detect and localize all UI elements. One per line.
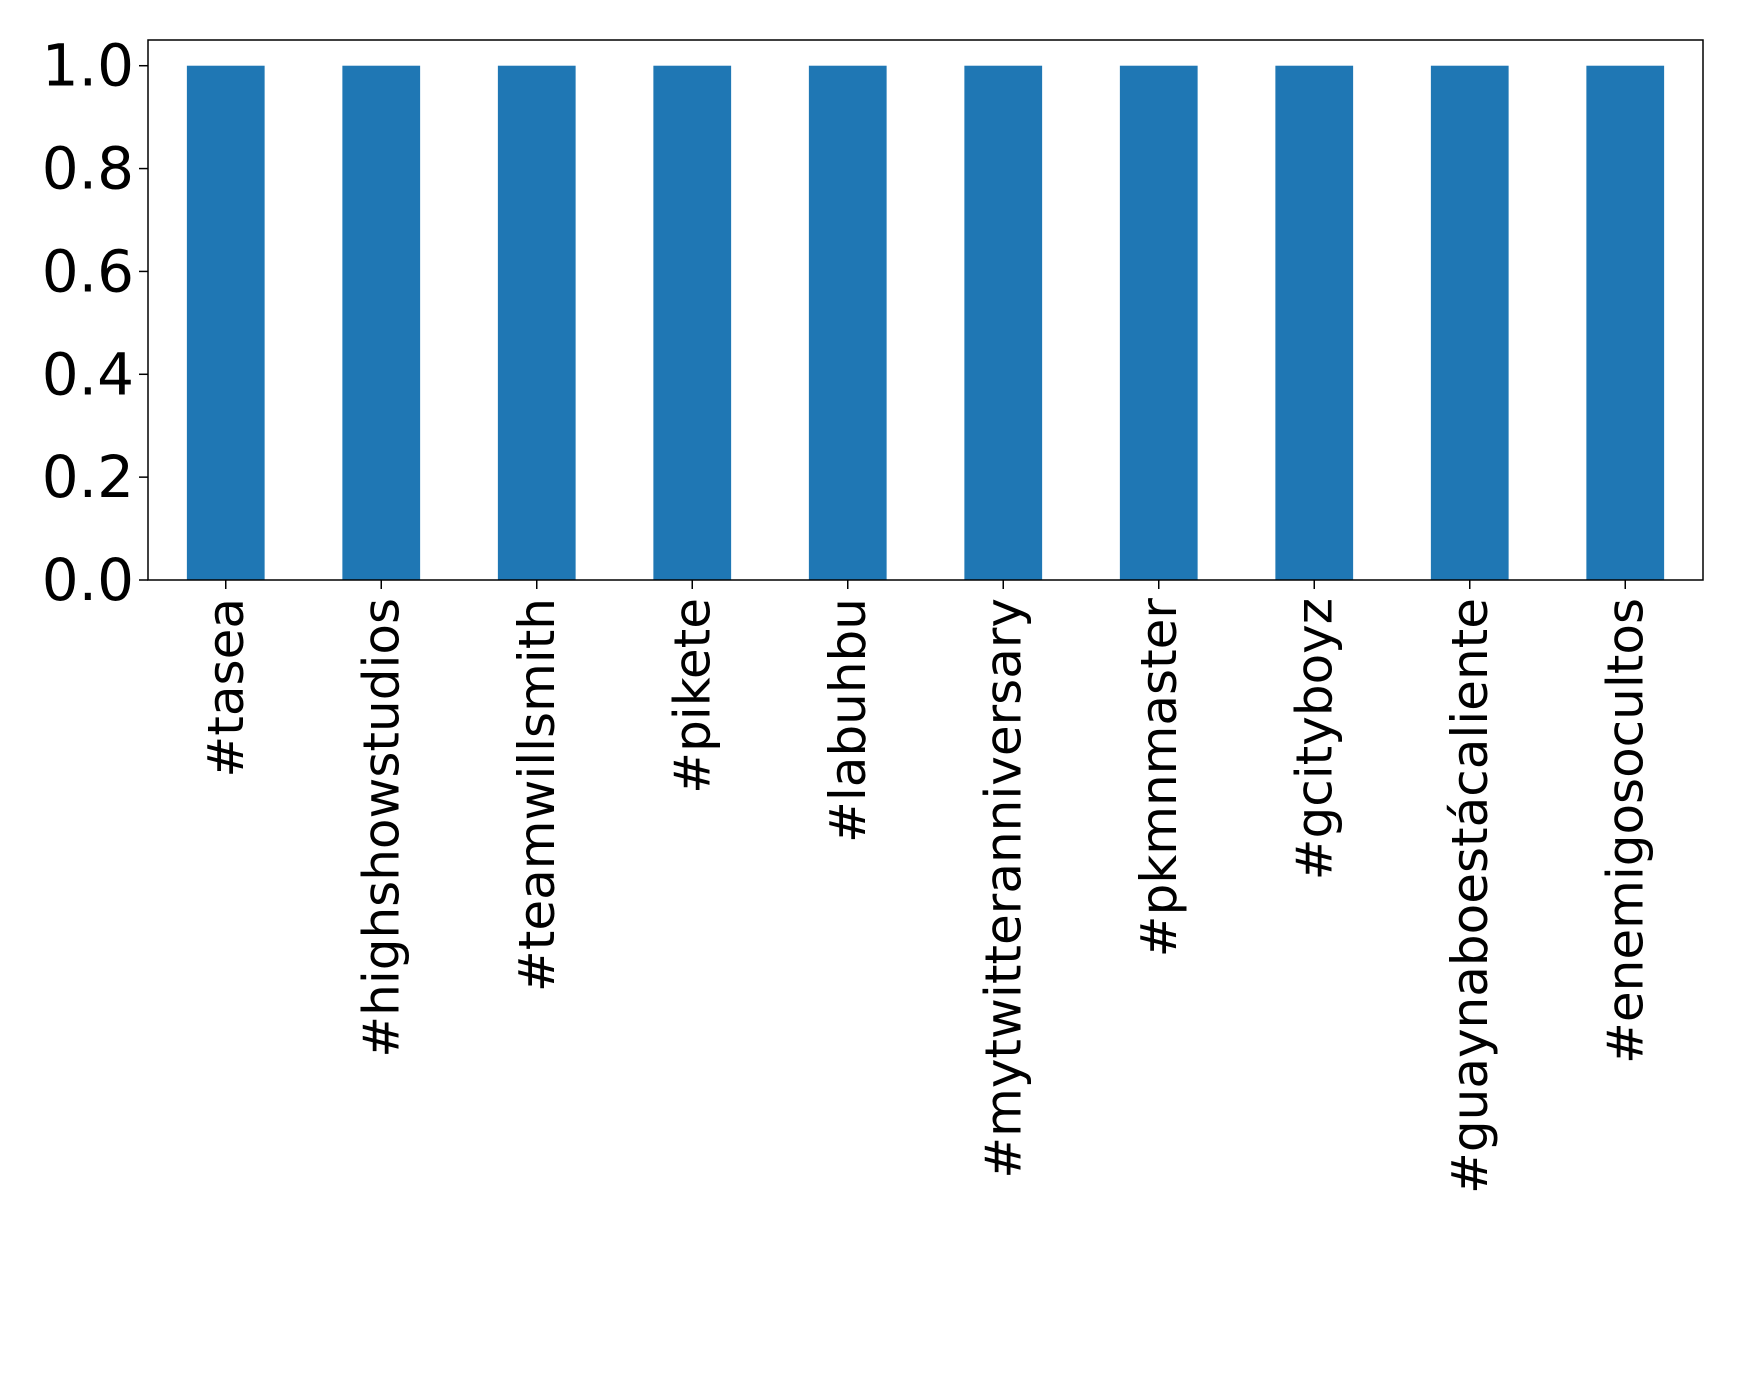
x-tick-label: #highshowstudios: [352, 598, 410, 1058]
bar: [1119, 65, 1198, 580]
y-tick-label: 0.0: [42, 546, 134, 614]
x-tick-label: #pkmnmaster: [1130, 598, 1188, 958]
bar: [342, 65, 421, 580]
axes-frame: [147, 39, 1704, 581]
y-tick-label: 0.2: [42, 443, 134, 511]
y-tick-label: 1.0: [42, 32, 134, 100]
y-tick-label: 0.6: [42, 237, 134, 305]
bar: [808, 65, 887, 580]
bar: [653, 65, 732, 580]
bar: [497, 65, 576, 580]
bar: [1275, 65, 1354, 580]
bar: [1430, 65, 1509, 580]
x-tick-label: #mytwitteranniversary: [974, 598, 1032, 1179]
x-axis: #tasea #highshowstudios #teamwillsmith #pik…: [197, 580, 1654, 1194]
x-tick-label: #tasea: [197, 598, 255, 778]
y-axis: 0.0 0.2 0.4 0.6 0.8 1.0: [42, 32, 148, 614]
bar: [1586, 65, 1665, 580]
bar: [964, 65, 1043, 580]
x-tick-label: #guaynaboestácaliente: [1441, 598, 1499, 1194]
x-tick-label: #pikete: [663, 598, 721, 794]
y-tick-label: 0.4: [42, 340, 134, 408]
x-tick-label: #gcityboyz: [1285, 598, 1343, 880]
x-tick-label: #teamwillsmith: [508, 598, 566, 992]
x-tick-label: #enemigosocultos: [1596, 598, 1654, 1064]
y-tick-label: 0.8: [42, 135, 134, 203]
x-tick-label: #labuhbu: [819, 598, 877, 843]
bars-group: [186, 65, 1665, 580]
bar: [186, 65, 265, 580]
